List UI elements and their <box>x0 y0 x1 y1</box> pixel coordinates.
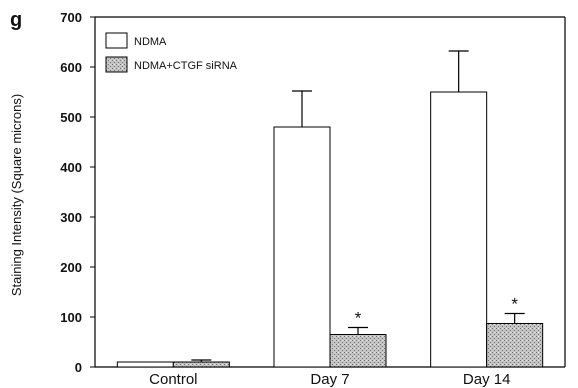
significance-marker: * <box>511 295 518 314</box>
y-tick-label: 600 <box>60 60 82 75</box>
legend-swatch-ndma <box>105 32 128 49</box>
y-tick-label: 400 <box>60 160 82 175</box>
legend-swatch-ndma-ctgf-sirna <box>105 56 128 73</box>
x-category-label: Day 14 <box>463 371 511 388</box>
y-tick-label: 100 <box>60 310 82 325</box>
legend-label-ndma-ctgf-sirna: NDMA+CTGF siRNA <box>134 60 238 72</box>
bar-ndma <box>116 361 174 368</box>
legend-label-ndma: NDMA <box>134 36 167 48</box>
y-tick-label: 0 <box>75 360 82 375</box>
x-category-label: Day 7 <box>310 371 349 388</box>
y-tick-label: 300 <box>60 210 82 225</box>
y-tick-label: 200 <box>60 260 82 275</box>
y-tick-label: 700 <box>60 10 82 25</box>
y-axis-label: Staining Intensity (Square microns) <box>9 94 24 296</box>
panel-label: g <box>10 9 22 31</box>
bar-ndma <box>430 91 488 368</box>
bar-ndma-ctgf-sirna <box>486 323 544 368</box>
plot-area: 0 100 200 300 400 500 600 700 Control Day 7 * Day 1… <box>60 10 566 388</box>
x-category-label: Control <box>149 371 197 388</box>
bar-ndma-ctgf-sirna <box>329 334 387 368</box>
legend: NDMA NDMA+CTGF siRNA <box>105 32 238 73</box>
bar-ndma-ctgf-sirna <box>172 361 230 368</box>
bar-ndma <box>273 126 331 368</box>
significance-marker: * <box>355 309 362 328</box>
y-tick-label: 500 <box>60 110 82 125</box>
